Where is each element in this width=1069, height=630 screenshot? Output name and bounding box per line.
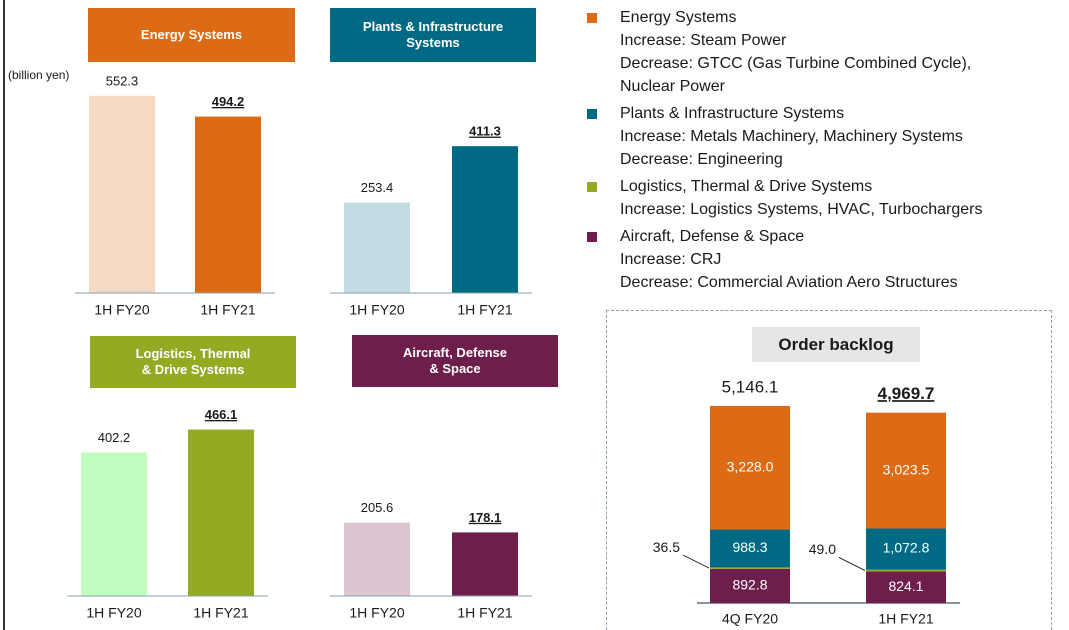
- legend-note: Decrease: GTCC (Gas Turbine Combined Cyc…: [620, 55, 971, 72]
- segment-label: 988.3: [732, 539, 767, 555]
- backlog-title: Order backlog: [752, 327, 920, 362]
- legend-note: Increase: Logistics Systems, HVAC, Turbo…: [620, 201, 983, 218]
- legend-label: Energy Systems: [620, 9, 736, 26]
- bar: [81, 452, 147, 596]
- panel-title: Plants & Infrastructure Systems: [330, 8, 536, 62]
- legend-marker: [587, 109, 597, 119]
- legend-marker: [587, 13, 597, 23]
- bar: [452, 146, 518, 293]
- unit-label: (billion yen): [8, 68, 69, 82]
- leader-line: [682, 554, 710, 569]
- bar-segment: [710, 568, 790, 603]
- panel-title: Logistics, Thermal & Drive Systems: [90, 336, 296, 388]
- bar: [344, 522, 410, 596]
- panel-title: Energy Systems: [88, 8, 295, 62]
- legend-note: Decrease: Commercial Aviation Aero Struc…: [620, 274, 958, 291]
- legend-note: Increase: Metals Machinery, Machinery Sy…: [620, 128, 963, 145]
- x-tick-label: 4Q FY20: [722, 611, 778, 627]
- legend-label: Logistics, Thermal & Drive Systems: [620, 178, 872, 195]
- backlog-frame: [606, 310, 1052, 630]
- bar: [188, 429, 254, 596]
- x-tick-label: 1H FY21: [193, 605, 248, 621]
- value-label: 402.2: [98, 430, 131, 445]
- segment-label: 49.0: [809, 541, 836, 557]
- x-tick-label: 1H FY21: [878, 611, 933, 627]
- legend-note: Decrease: Engineering: [620, 151, 783, 168]
- legend-label: Plants & Infrastructure Systems: [620, 105, 844, 122]
- legend-marker: [587, 232, 597, 242]
- x-tick-label: 1H FY20: [94, 302, 149, 318]
- bar: [344, 202, 410, 293]
- bar-segment: [710, 529, 790, 568]
- bar-segment: [710, 567, 790, 569]
- value-label: 466.1: [205, 407, 238, 422]
- segment-label: 36.5: [653, 539, 680, 555]
- panel-title: Aircraft, Defense & Space: [352, 335, 558, 387]
- legend-marker: [587, 182, 597, 192]
- value-label: 411.3: [469, 124, 501, 139]
- value-label: 494.2: [212, 94, 245, 109]
- value-label: 552.3: [106, 73, 139, 88]
- x-tick-label: 1H FY20: [349, 605, 404, 621]
- x-tick-label: 1H FY21: [457, 605, 512, 621]
- bar-segment: [866, 528, 946, 570]
- leader-line: [838, 557, 866, 571]
- bar: [452, 532, 518, 596]
- x-tick-label: 1H FY20: [86, 605, 141, 621]
- segment-label: 3,228.0: [727, 458, 774, 474]
- bar: [195, 116, 261, 293]
- segment-label: 824.1: [888, 578, 923, 594]
- legend-note: Increase: Steam Power: [620, 32, 787, 49]
- x-tick-label: 1H FY21: [457, 302, 512, 318]
- value-label: 253.4: [361, 180, 394, 195]
- bar: [89, 95, 155, 293]
- legend-note: Increase: CRJ: [620, 251, 721, 268]
- value-label: 205.6: [361, 500, 394, 515]
- x-tick-label: 1H FY20: [349, 302, 404, 318]
- bar-segment: [866, 412, 946, 529]
- legend-label: Aircraft, Defense & Space: [620, 228, 804, 245]
- value-label: 178.1: [469, 510, 502, 525]
- bar-segment: [866, 571, 946, 603]
- total-label: 5,146.1: [722, 377, 779, 396]
- x-tick-label: 1H FY21: [200, 302, 255, 318]
- segment-label: 3,023.5: [883, 461, 930, 477]
- segment-label: 1,072.8: [883, 540, 930, 556]
- total-label: 4,969.7: [878, 384, 935, 403]
- legend-note: Nuclear Power: [620, 78, 726, 95]
- bar-segment: [866, 569, 946, 572]
- bar-segment: [710, 405, 790, 530]
- segment-label: 892.8: [732, 577, 767, 593]
